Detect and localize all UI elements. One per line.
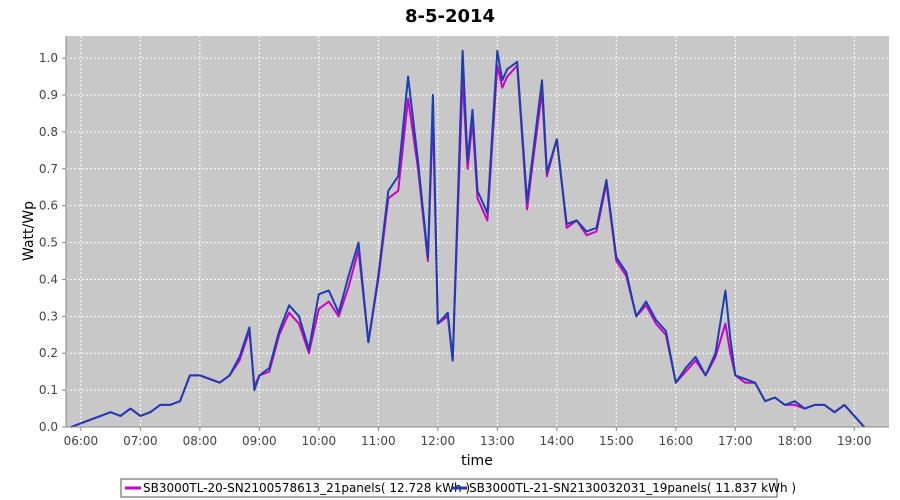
- legend: SB3000TL-20-SN2100578613_21panels( 12.72…: [120, 478, 796, 498]
- plot-area: [66, 36, 889, 427]
- y-tick-label: 0.7: [39, 162, 58, 176]
- y-tick-label: 0.2: [39, 346, 58, 360]
- x-tick-label: 07:00: [123, 434, 158, 448]
- y-tick-label: 0.9: [39, 88, 58, 102]
- x-tick-label: 17:00: [718, 434, 753, 448]
- x-axis: 06:00 07:00 08:00 09:00 10:00 11:00 12:00 13:00…: [64, 426, 889, 448]
- y-tick-label: 0.8: [39, 125, 58, 139]
- x-tick-label: 14:00: [540, 434, 575, 448]
- y-tick-label: 0.6: [39, 199, 58, 213]
- x-tick-label: 12:00: [421, 434, 456, 448]
- legend-label-1: SB3000TL-20-SN2100578613_21panels( 12.72…: [143, 481, 470, 495]
- x-tick-label: 13:00: [480, 434, 515, 448]
- series-layer: [70, 49, 865, 428]
- x-axis-label: time: [461, 453, 493, 469]
- x-tick-label: 08:00: [183, 434, 218, 448]
- y-tick-label: 0.4: [39, 272, 58, 286]
- series-line-2: [70, 49, 865, 428]
- y-tick-label: 0.1: [39, 383, 58, 397]
- legend-box: [120, 478, 778, 498]
- legend-label-2: SB3000TL-21-SN2130032031_19panels( 11.83…: [469, 481, 796, 495]
- y-tick-label: 1.0: [39, 51, 58, 65]
- x-tick-label: 16:00: [659, 434, 694, 448]
- x-tick-label: 11:00: [361, 434, 396, 448]
- x-tick-label: 06:00: [64, 434, 99, 448]
- y-tick-label: 0.5: [39, 236, 58, 250]
- x-tick-label: 10:00: [302, 434, 337, 448]
- y-axis-label: Watt/Wp: [21, 201, 37, 261]
- y-axis: 0.0 0.1 0.2 0.3 0.4 0.5 0.6 0.7 0.8 0.9 1.0: [39, 36, 67, 434]
- x-tick-label: 09:00: [242, 434, 277, 448]
- y-tick-label: 0.3: [39, 309, 58, 323]
- y-tick-label: 0.0: [39, 420, 58, 434]
- x-tick-label: 15:00: [599, 434, 634, 448]
- x-tick-label: 19:00: [837, 434, 872, 448]
- grid-lines: [66, 36, 889, 428]
- x-tick-label: 18:00: [778, 434, 813, 448]
- chart-title: 8-5-2014: [405, 6, 495, 27]
